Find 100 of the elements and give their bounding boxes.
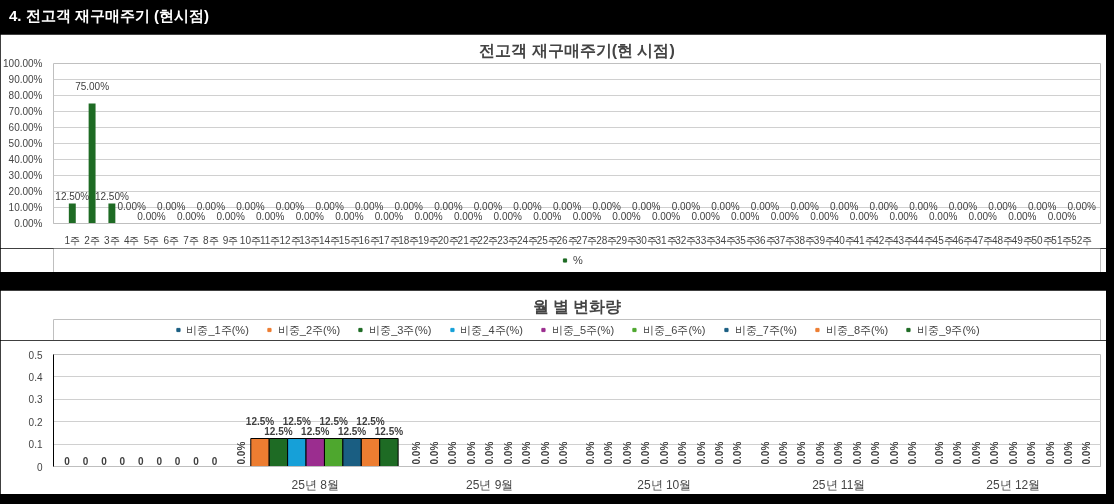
x-tick-label: 20주 [437,234,459,246]
data-label: 12.5% [319,415,348,427]
data-label: 0 [156,455,163,467]
data-label: 0.0% [906,441,918,465]
data-label: 0.0% [1081,441,1093,465]
x-tick-label: 44주 [912,234,934,246]
data-label: 0.00% [533,210,562,222]
data-label: 0.00% [513,200,542,212]
data-label: 0.00% [315,200,344,212]
x-tick-label: 24주 [516,234,539,246]
y-tick-label: 70.00% [8,106,43,117]
data-label: 0.00% [731,210,760,222]
x-tick-label: 35주 [734,234,756,246]
data-label: 0.0% [428,441,440,465]
x-tick-label: 32주 [675,234,697,246]
text: 4. 전고객 재구매주기 (현시점) [9,6,210,26]
x-tick-label: 51주 [1051,234,1073,246]
x-tick-label: 17주 [378,234,400,246]
y-tick-label: 0.4 [28,371,43,383]
data-label: 0 [174,455,181,467]
data-label: 0.00% [968,210,998,222]
x-tick-label: 36주 [754,234,776,246]
x-tick-label: 4주 [123,234,140,246]
x-tick-label: 37주 [774,234,796,246]
data-label: 0.00% [196,200,226,212]
x-tick-label: 6주 [163,234,180,246]
data-label: 0.0% [502,441,514,465]
x-tick-label: 46주 [952,234,974,246]
data-label: 0.00% [295,210,325,222]
data-label: 0.00% [612,210,641,222]
x-tick-label: 12주 [279,234,301,246]
x-tick-label: 3주 [104,234,120,246]
legend-label: 비중_4주(%) [460,322,523,337]
data-label: 0.00% [889,210,918,222]
x-tick-label: 26주 [556,234,578,246]
data-label: 0.00% [335,210,364,222]
data-label: 0 [64,455,71,467]
data-label: 0.0% [410,441,422,465]
x-tick-label: 25년 11월 [812,477,866,492]
y-tick-label: 90.00% [8,74,43,85]
x-tick-label: 8주 [203,234,219,246]
legend-label: % [573,254,584,266]
data-label: 0.00% [592,200,621,212]
x-tick-label: 9주 [222,234,239,246]
data-label: 0.0% [539,441,551,465]
x-tick-label: 21주 [457,234,479,246]
data-label: 0.0% [777,441,789,465]
data-label: 0.0% [677,441,689,465]
x-tick-label: 5주 [143,234,160,246]
data-label: 0.00% [770,210,800,222]
y-tick-label: 60.00% [8,122,43,133]
y-tick-label: 0.2 [28,416,43,428]
data-label: 0.00% [552,200,582,212]
data-label: 0.00% [473,200,503,212]
y-tick-label: 0.00% [14,218,43,229]
chart-title: 전고객 재구매주기(현 시점) [479,41,675,59]
data-label: 0.0% [814,441,826,465]
data-label: 0.00% [790,200,819,212]
data-label: 12.5% [374,425,404,437]
data-label: 0.0% [621,441,633,465]
data-label: 0.00% [434,200,463,212]
data-label: 0.00% [157,200,186,212]
data-label: 75.00% [75,80,110,92]
x-tick-label: 25년 12월 [986,477,1041,492]
data-label: 12.5% [356,415,385,427]
x-tick-label: 1주 [64,234,81,246]
data-label: 0.0% [465,441,477,465]
x-tick-label: 19주 [418,234,440,246]
data-label: 0.00% [1047,210,1077,222]
y-tick-label: 0.5 [28,349,43,361]
x-tick-label: 13주 [299,234,321,246]
data-label: 0.00% [1027,200,1057,212]
data-label: 0.00% [928,210,958,222]
legend-label: 비중_6주(%) [643,322,706,337]
data-label: 0.0% [851,441,863,465]
x-tick-label: 34주 [714,234,736,246]
data-label: 0.00% [948,200,978,212]
x-tick-label: 50주 [1031,234,1053,246]
data-label: 0 [119,455,126,467]
legend-label: 비중_3주(%) [369,322,432,337]
x-tick-label: 38주 [794,234,816,246]
data-label: 0.00% [1067,200,1096,212]
data-label: 0.00% [256,210,285,222]
y-tick-label: 20.00% [8,186,43,197]
data-label: 0.00% [572,210,602,222]
data-label: 0.00% [711,200,740,212]
x-tick-label: 31주 [655,234,677,246]
data-label: 0 [211,455,218,467]
data-label: 0.00% [374,210,404,222]
legend-label: 비중_9주(%) [917,322,980,337]
data-label: 0.00% [394,200,424,212]
y-tick-label: 50.00% [8,138,43,149]
data-label: 0.0% [952,441,964,465]
data-label: 0.0% [658,441,670,465]
data-label: 0.00% [117,200,146,212]
data-label: 0 [101,455,108,467]
x-tick-label: 11주 [260,234,281,246]
data-label: 0.0% [888,441,900,465]
x-tick-label: 29주 [615,234,638,246]
data-label: 0.0% [989,441,1001,465]
